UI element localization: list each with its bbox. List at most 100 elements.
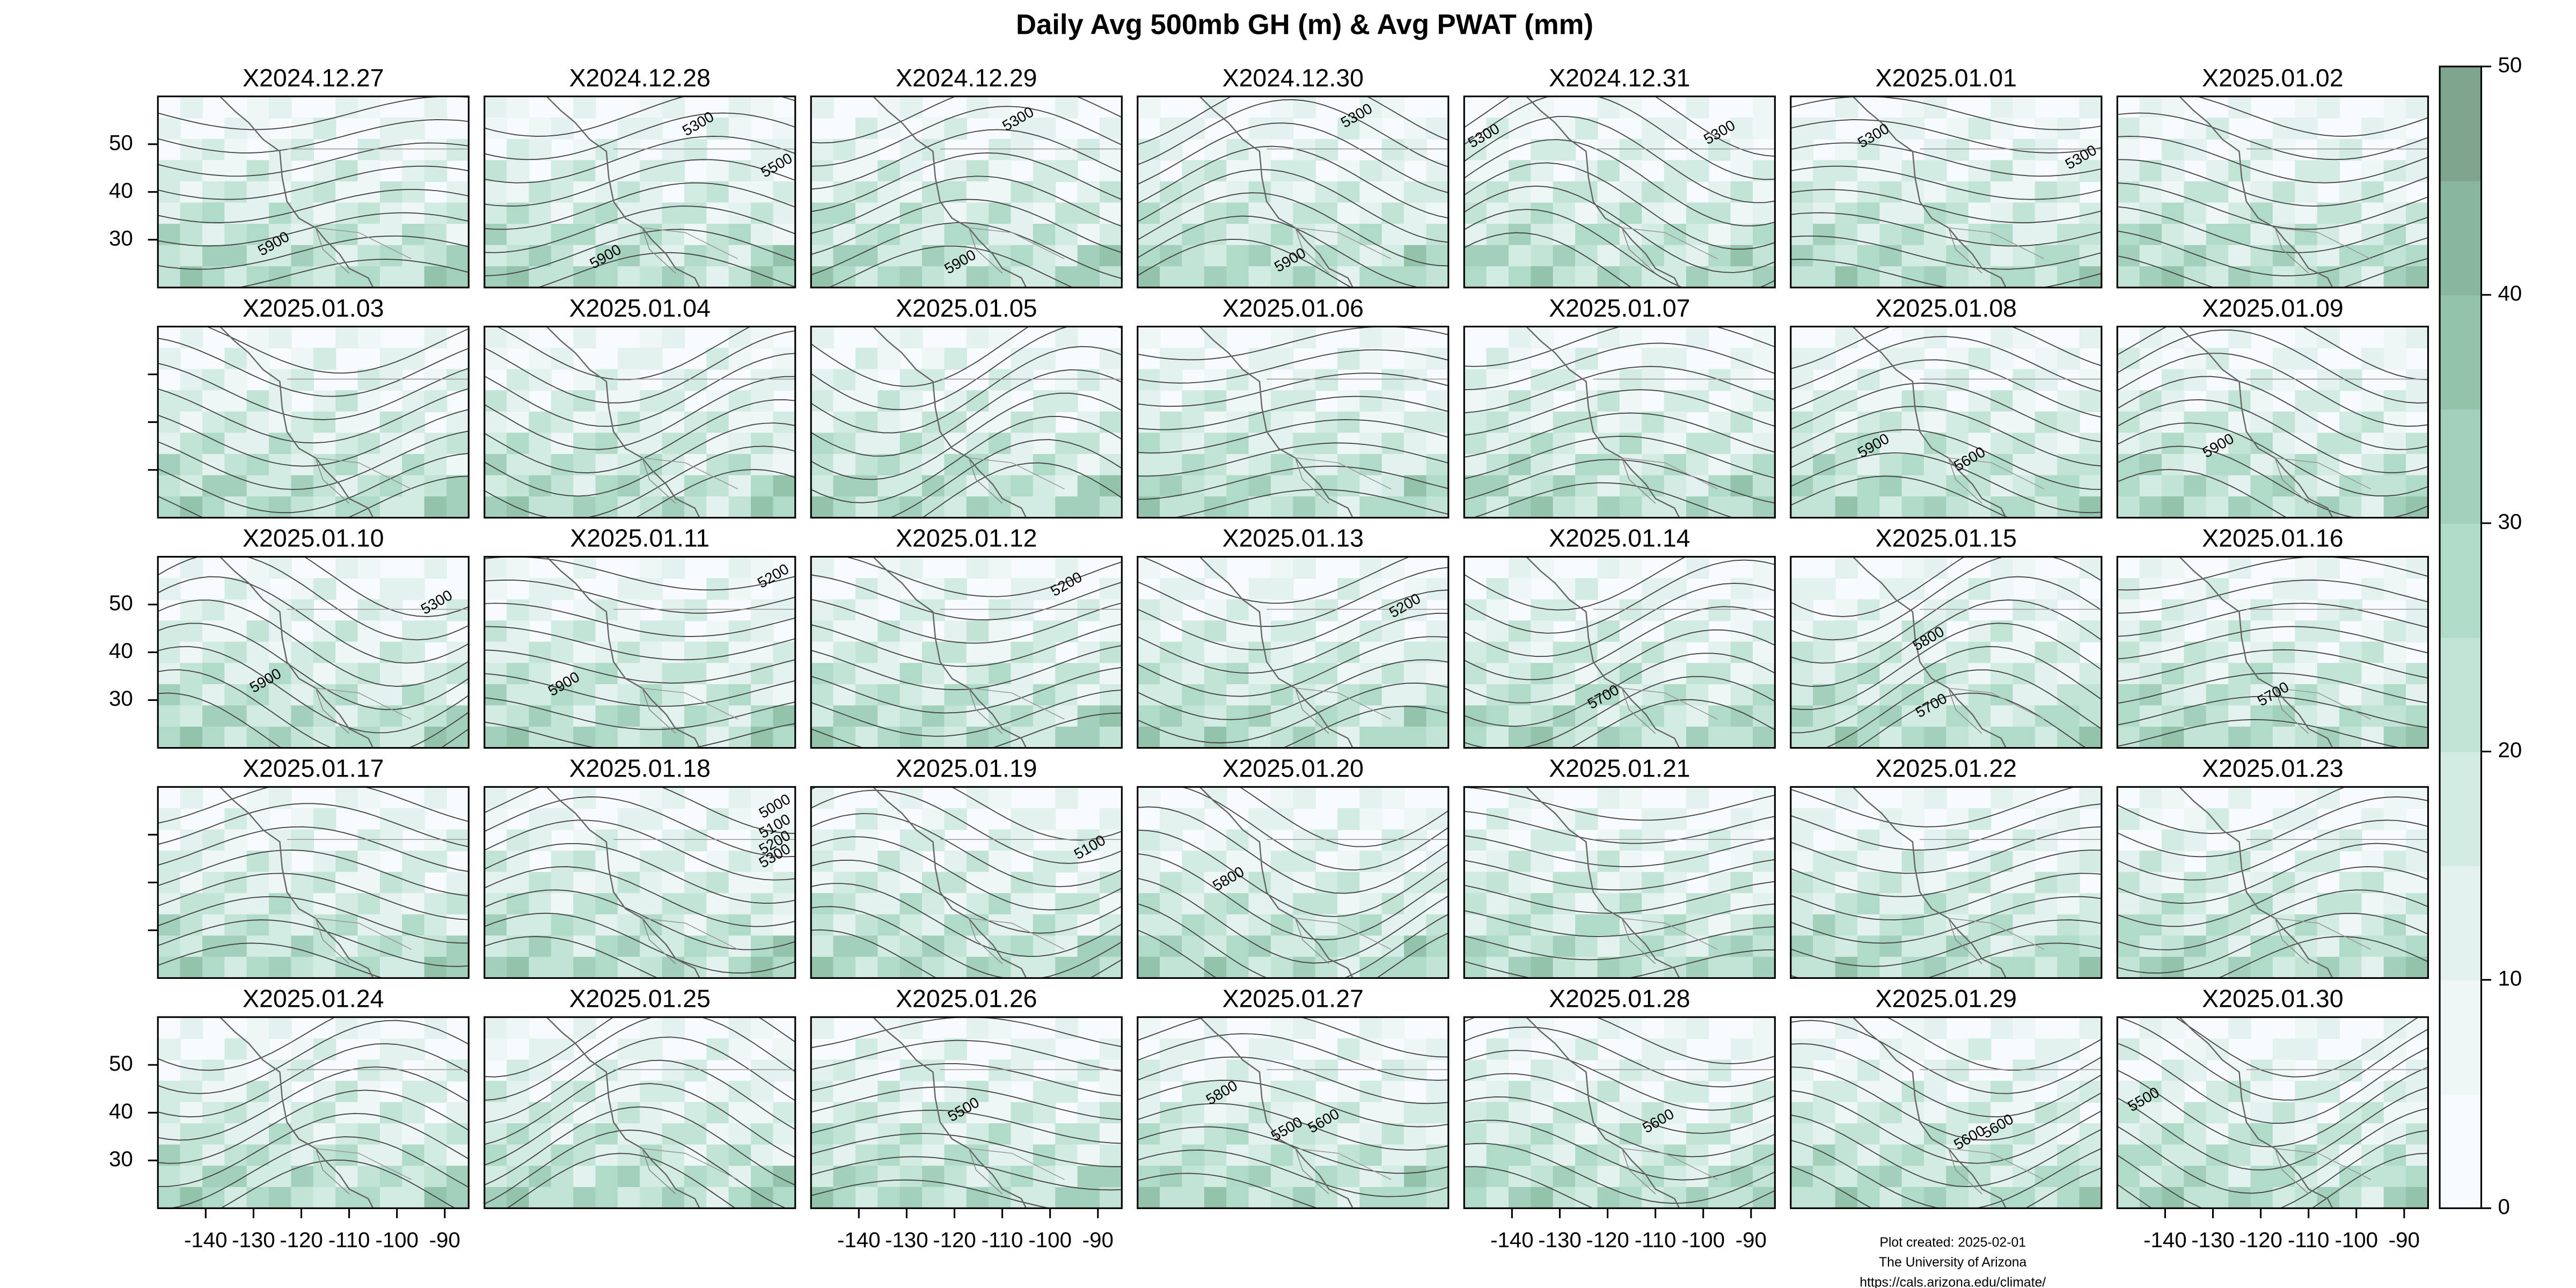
- pwat-cell: [1508, 663, 1532, 685]
- pwat-cell: [1946, 663, 1969, 685]
- pwat-cell: [1553, 577, 1576, 600]
- pwat-cell: [1204, 475, 1227, 497]
- pwat-cell: [246, 96, 270, 119]
- pwat-cell: [291, 577, 314, 600]
- pwat-cell: [1946, 684, 1969, 706]
- panel-title: X2025.01.02: [2202, 64, 2343, 92]
- pwat-cell: [573, 935, 596, 958]
- pwat-cell: [402, 181, 425, 203]
- pwat-cell: [1226, 453, 1249, 476]
- contour: [158, 1066, 469, 1141]
- pwat-cell: [529, 914, 552, 936]
- pwat-cell: [202, 956, 225, 978]
- pwat-cell: [1857, 369, 1880, 391]
- pwat-cell: [1531, 684, 1554, 706]
- pwat-cell: [1708, 496, 1731, 518]
- pwat-cell: [855, 599, 879, 621]
- pwat-cell: [2272, 433, 2296, 455]
- pwat-cell: [2162, 684, 2185, 706]
- pwat-cell: [335, 726, 358, 748]
- pwat-cell: [313, 118, 336, 140]
- panel-body: [1790, 1017, 2102, 1209]
- pwat-cell: [1531, 599, 1554, 621]
- panel-title: X2025.01.03: [243, 294, 384, 322]
- pwat-cell: [1315, 1059, 1338, 1082]
- pwat-cell: [662, 1166, 685, 1188]
- pwat-cell: [180, 369, 203, 391]
- pwat-cell: [728, 1017, 752, 1040]
- pwat-cell: [573, 433, 596, 455]
- pwat-cell: [989, 557, 1012, 579]
- pwat-cell: [989, 1123, 1012, 1145]
- pwat-cell: [1508, 1080, 1532, 1103]
- pwat-cell: [224, 160, 247, 182]
- pwat-cell: [1835, 475, 1858, 497]
- pwat-cell: [2139, 956, 2163, 978]
- pwat-cell: [1835, 1059, 1858, 1082]
- pwat-cell: [989, 787, 1012, 809]
- pwat-cell: [158, 684, 181, 706]
- pwat-cell: [1293, 326, 1316, 349]
- pwat-cell: [2272, 496, 2296, 518]
- pwat-cell: [313, 914, 336, 936]
- pwat-cell: [2339, 496, 2362, 518]
- pwat-cell: [2383, 348, 2407, 370]
- pwat-cell: [1990, 475, 2014, 497]
- pwat-cell: [224, 956, 247, 978]
- pwat-cell: [158, 390, 181, 413]
- pwat-cell: [1597, 369, 1621, 391]
- pwat-cell: [2383, 620, 2407, 642]
- pwat-cell: [1011, 829, 1034, 852]
- pwat-cell: [2250, 1080, 2274, 1103]
- pwat-cell: [1664, 1166, 1687, 1188]
- pwat-cell: [1597, 935, 1621, 958]
- pwat-cell: [2162, 620, 2185, 642]
- pwat-cell: [2228, 684, 2251, 706]
- pwat-cell: [833, 496, 857, 518]
- footer-text: Plot created: 2025-02-01: [1879, 1235, 2026, 1250]
- panel-frame: [1790, 555, 2103, 749]
- pwat-cell: [751, 620, 774, 642]
- pwat-cell: [1597, 893, 1621, 915]
- pwat-cell: [1137, 1144, 1161, 1167]
- panel-body: [1137, 1017, 1448, 1209]
- baja: [1295, 918, 1329, 964]
- pwat-cell: [1686, 829, 1709, 852]
- pwat-cell: [1508, 620, 1532, 642]
- pwat-cell: [2228, 956, 2251, 978]
- contour: [158, 646, 469, 734]
- pwat-cell: [773, 369, 795, 391]
- contour: [1137, 567, 1448, 627]
- pwat-cell: [507, 453, 530, 476]
- contour: [1464, 606, 1775, 680]
- pwat-cell: [1293, 641, 1316, 664]
- pwat-cell: [551, 1166, 574, 1188]
- panel-body: [2117, 326, 2428, 518]
- pwat-cell: [751, 1187, 774, 1209]
- pwat-cell: [751, 202, 774, 225]
- pwat-cell: [1337, 453, 1360, 476]
- pwat-cell: [877, 453, 901, 476]
- pwat-cell: [1464, 620, 1487, 642]
- pwat-cell: [246, 663, 270, 685]
- pwat-cell: [1508, 181, 1532, 203]
- pwat-cell: [1553, 266, 1576, 288]
- pwat-cell: [1077, 224, 1101, 246]
- pwat-cell: [1642, 935, 1665, 958]
- pwat-cell: [833, 475, 857, 497]
- pwat-cell: [1968, 1123, 1992, 1145]
- pwat-cell: [1923, 160, 1947, 182]
- pwat-cell: [2250, 1102, 2274, 1124]
- contour: [1137, 465, 1448, 500]
- pwat-cell: [684, 914, 707, 936]
- pwat-cell: [706, 266, 729, 288]
- pwat-cell: [1011, 1187, 1034, 1209]
- pwat-cell: [1404, 872, 1427, 894]
- pwat-cell: [379, 726, 403, 748]
- pwat-cell: [1359, 96, 1382, 119]
- contour: [158, 96, 469, 130]
- panel-body: [1790, 326, 2102, 518]
- map-panel: X2025.01.23: [2116, 755, 2429, 979]
- pwat-cell: [180, 138, 203, 161]
- pwat-cell: [1990, 181, 2014, 203]
